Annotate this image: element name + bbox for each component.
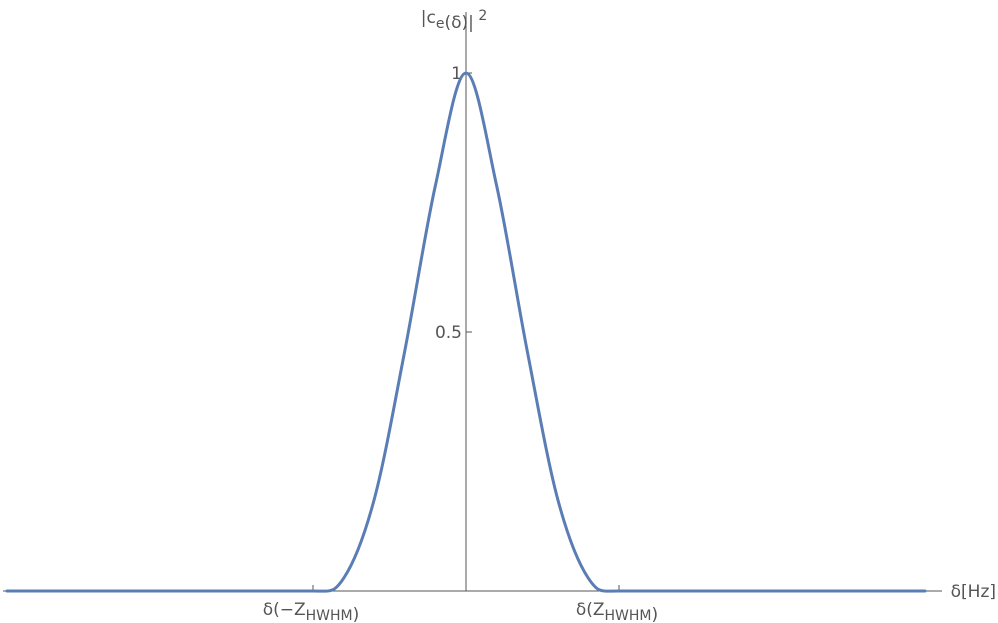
series [5,71,927,593]
y-tick-label: 0.5 [435,323,462,343]
x-tick-label: δ(−ZHWHM) [263,600,360,623]
series-line [5,71,927,593]
labels: δ[Hz] |ce(δ)| 2 [421,8,996,602]
y-tick-label: 1 [451,64,462,84]
y-axis-label: |ce(δ)| 2 [421,8,487,33]
x-axis-label: δ[Hz] [951,582,996,602]
axes [3,12,942,592]
ticks: 0.5 1 δ(−ZHWHM) δ(ZHWHM) [263,64,658,623]
x-tick-label: δ(ZHWHM) [576,600,658,623]
